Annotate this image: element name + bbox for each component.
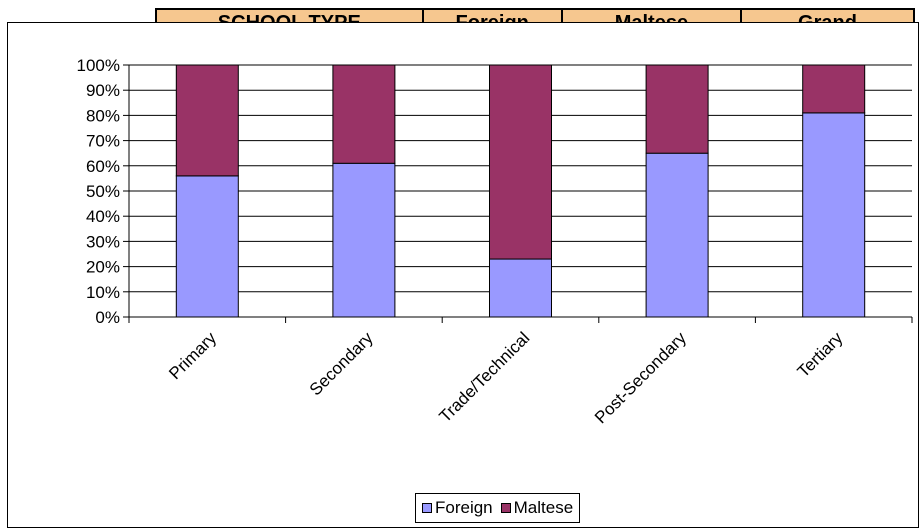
x-category-label: Secondary [306, 328, 377, 399]
x-category-label: Trade/Technical [435, 328, 533, 426]
y-tick-label: 90% [86, 81, 120, 100]
y-tick-label: 50% [86, 182, 120, 201]
bar-maltese-3 [645, 64, 709, 154]
x-category-label: Post-Secondary [591, 328, 690, 427]
x-category-label: Primary [165, 328, 220, 383]
bar-maltese-1 [332, 64, 396, 164]
bar-foreign-1 [332, 162, 396, 318]
legend-label-maltese: Maltese [513, 498, 574, 517]
y-tick-label: 30% [86, 232, 120, 251]
legend-swatch-foreign [422, 503, 432, 513]
bar-maltese-0 [175, 64, 239, 177]
axes [123, 64, 913, 323]
y-tick-label: 10% [86, 283, 120, 302]
legend-item-maltese: Maltese [500, 498, 574, 518]
chart-legend: Foreign Maltese [415, 493, 581, 523]
y-tick-label: 20% [86, 258, 120, 277]
bar-foreign-4 [802, 112, 866, 318]
y-tick-label: 60% [86, 157, 120, 176]
stacked-bar-chart: 0% 10% 20% 30% 40% 50% 60% 70% 80% 90% 100% Primary… [77, 56, 913, 427]
bar-maltese-4 [802, 64, 866, 114]
y-tick-label: 100% [77, 56, 120, 75]
chart-area[interactable]: 0% 10% 20% 30% 40% 50% 60% 70% 80% 90% 100% Primary… [7, 22, 919, 528]
bar-foreign-3 [645, 152, 709, 318]
x-category-label: Tertiary [794, 328, 847, 381]
y-tick-label: 80% [86, 106, 120, 125]
bar-maltese-2 [489, 64, 552, 260]
y-tick-label: 70% [86, 132, 120, 151]
legend-item-foreign: Foreign [422, 498, 493, 518]
legend-label-foreign: Foreign [435, 498, 493, 517]
y-tick-label: 0% [95, 308, 120, 327]
bars [175, 64, 866, 318]
y-tick-label: 40% [86, 207, 120, 226]
legend-swatch-maltese [500, 503, 511, 513]
bar-foreign-0 [175, 175, 239, 318]
bar-foreign-2 [489, 258, 552, 318]
